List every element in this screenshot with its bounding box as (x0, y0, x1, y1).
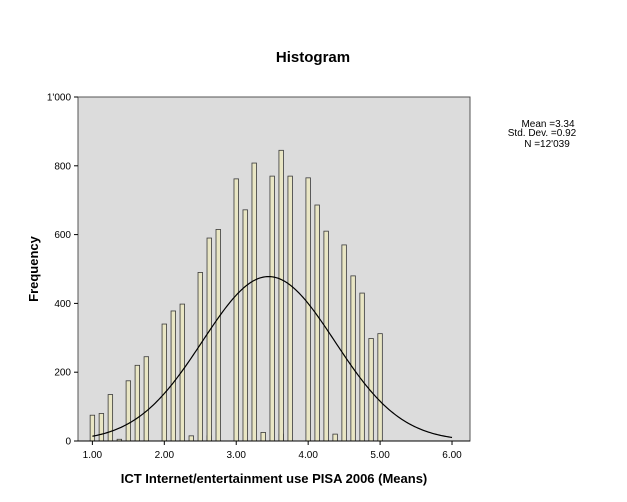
histogram-bar (350, 275, 356, 442)
histogram-bar (161, 323, 167, 442)
x-tick-label: 6.00 (442, 450, 462, 461)
y-tick-label: 200 (54, 368, 71, 379)
histogram-bar (143, 356, 149, 442)
histogram-bar (206, 237, 212, 442)
histogram-bar (98, 413, 105, 442)
y-tick-label: 600 (54, 230, 71, 241)
x-tick-label: 1.00 (83, 450, 103, 461)
x-axis-label: ICT Internet/entertainment use PISA 2006… (121, 471, 428, 486)
x-tick-label: 5.00 (370, 450, 390, 461)
y-tick-label: 0 (65, 437, 71, 448)
histogram-bar (170, 310, 176, 442)
y-tick-label: 800 (54, 161, 71, 172)
histogram-bar (278, 149, 284, 442)
y-axis: 0 200 400 600 800 1'000 (47, 93, 78, 448)
histogram-bar (89, 414, 96, 442)
histogram-bar (242, 209, 248, 442)
histogram-bar (251, 162, 257, 442)
histogram-bar (260, 431, 266, 442)
histogram-bar (188, 435, 194, 442)
histogram-bar (269, 175, 275, 442)
histogram-bar (233, 178, 239, 442)
x-tick-label: 4.00 (298, 450, 318, 461)
normal-curve (92, 275, 453, 439)
histogram-bar (314, 204, 320, 442)
histogram-bar (107, 394, 114, 442)
histogram-bar (287, 175, 293, 442)
histogram-bar (323, 230, 329, 442)
histogram-bar (341, 244, 347, 442)
stat-std-dev: Std. Dev. =0.92 (508, 128, 577, 139)
stat-mean: Mean =3.34 (521, 119, 575, 130)
histogram-bar (134, 364, 140, 442)
y-tick-label: 400 (54, 299, 71, 310)
y-tick-label: 1'000 (47, 93, 72, 104)
stat-n: N =12'039 (524, 139, 570, 150)
histogram-bar (215, 229, 221, 442)
histogram-bar (377, 333, 383, 442)
histogram-bar (332, 433, 338, 442)
histogram-bar (197, 272, 203, 442)
x-tick-label: 3.00 (227, 450, 247, 461)
stats-box: Mean =3.34 Std. Dev. =0.92 N =12'039 (508, 119, 577, 150)
histogram-bar (125, 380, 131, 442)
histogram-bar (359, 292, 365, 442)
bars-group (89, 149, 383, 442)
x-tick-label: 2.00 (155, 450, 175, 461)
histogram-bar (305, 177, 311, 442)
y-axis-label: Frequency (26, 235, 41, 302)
x-axis: 1.00 2.00 3.00 4.00 5.00 6.00 (83, 441, 462, 461)
chart-title: Histogram (276, 49, 350, 66)
